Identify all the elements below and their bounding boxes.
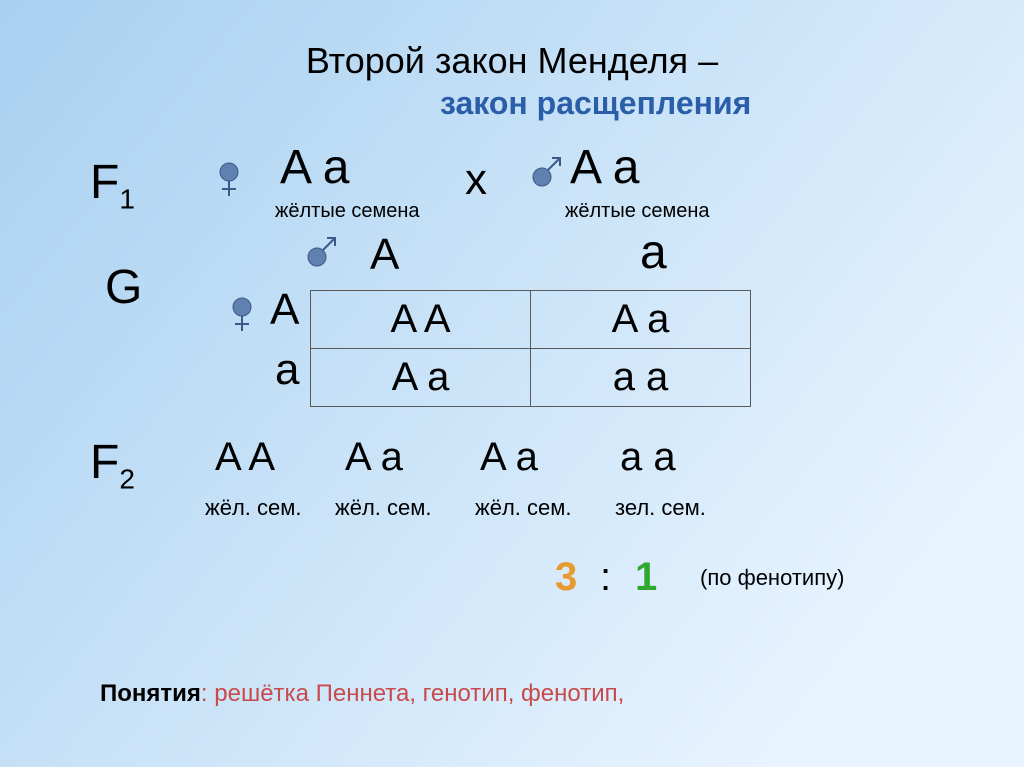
f1-letter: F bbox=[90, 156, 119, 209]
parent2-genotype: A a bbox=[570, 140, 639, 195]
concepts-label: Понятия bbox=[100, 680, 201, 707]
f2-genotype-4: a a bbox=[620, 435, 676, 480]
concepts-row: Понятия: решётка Пеннета, генотип, фенот… bbox=[100, 680, 624, 708]
female-icon bbox=[228, 295, 256, 335]
punnett-cell: A a bbox=[531, 291, 751, 349]
gamete-female-A: A bbox=[270, 285, 299, 335]
ratio-colon: : bbox=[600, 555, 611, 600]
gamete-male-a: a bbox=[640, 225, 667, 280]
punnett-row: A a a a bbox=[311, 349, 751, 407]
ratio-right: 1 bbox=[635, 555, 657, 600]
parent2-phenotype: жёлтые семена bbox=[565, 200, 710, 223]
punnett-cell: A a bbox=[311, 349, 531, 407]
f2-genotype-1: A A bbox=[215, 435, 275, 480]
cross-symbol: x bbox=[465, 155, 487, 205]
title-sub: закон расщепления bbox=[440, 85, 751, 122]
punnett-square: A A A a A a a a bbox=[310, 290, 751, 407]
g-label: G bbox=[105, 260, 142, 315]
f2-phenotype-3: жёл. сем. bbox=[475, 495, 572, 521]
gamete-male-A: A bbox=[370, 230, 399, 280]
punnett-row: A A A a bbox=[311, 291, 751, 349]
gamete-female-a: a bbox=[275, 345, 299, 395]
ratio-note: (по фенотипу) bbox=[700, 565, 844, 591]
f2-phenotype-2: жёл. сем. bbox=[335, 495, 432, 521]
f1-label: F1 bbox=[90, 155, 135, 216]
ratio-left: 3 bbox=[555, 555, 577, 600]
f2-letter: F bbox=[90, 436, 119, 489]
f2-phenotype-1: жёл. сем. bbox=[205, 495, 302, 521]
f2-label: F2 bbox=[90, 435, 135, 496]
punnett-cell: A A bbox=[311, 291, 531, 349]
male-icon bbox=[530, 155, 564, 189]
f2-genotype-2: A a bbox=[345, 435, 403, 480]
f2-phenotype-4: зел. сем. bbox=[615, 495, 706, 521]
f1-subscript: 1 bbox=[119, 184, 135, 215]
female-icon bbox=[215, 160, 243, 200]
parent1-phenotype: жёлтые семена bbox=[275, 200, 420, 223]
punnett-cell: a a bbox=[531, 349, 751, 407]
title-main: Второй закон Менделя – bbox=[0, 0, 1024, 82]
male-icon bbox=[305, 235, 339, 269]
f2-subscript: 2 bbox=[119, 464, 135, 495]
f2-genotype-3: A a bbox=[480, 435, 538, 480]
parent1-genotype: A a bbox=[280, 140, 349, 195]
concepts-text: : решётка Пеннета, генотип, фенотип, bbox=[201, 680, 624, 707]
